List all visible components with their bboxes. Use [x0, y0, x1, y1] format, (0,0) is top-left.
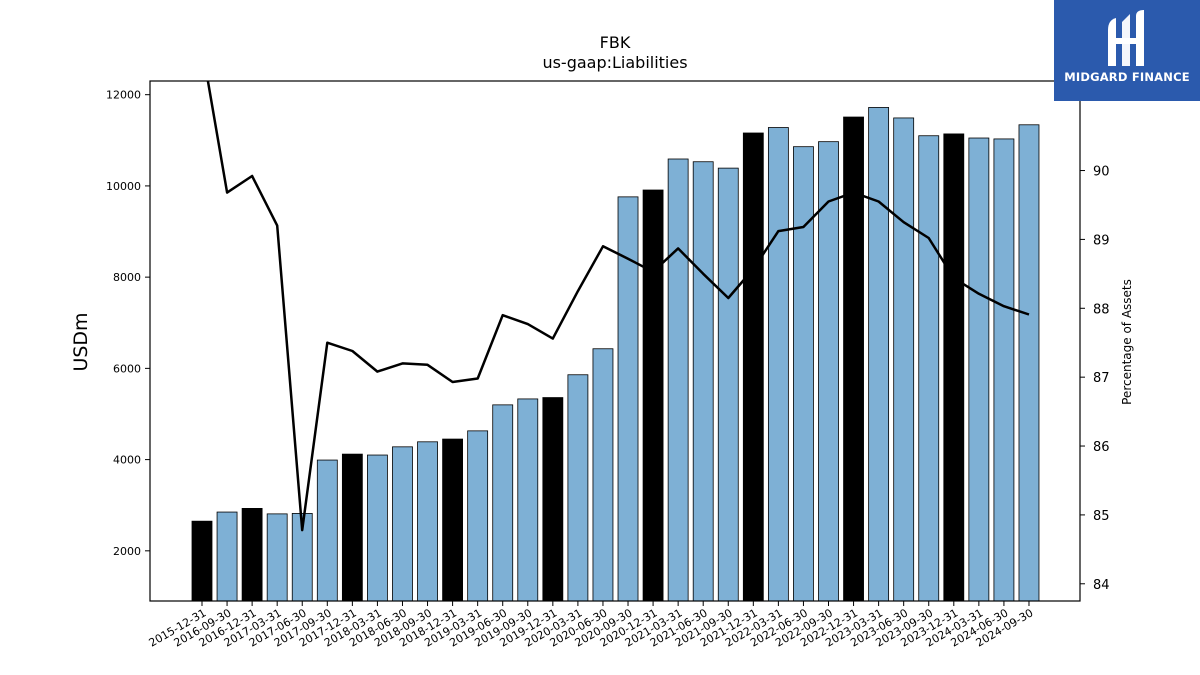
bar — [818, 141, 839, 602]
bar — [717, 167, 739, 602]
bar — [667, 158, 689, 602]
bar — [642, 189, 664, 602]
y2-tick-label: 89 — [1093, 233, 1110, 248]
bar — [216, 511, 238, 602]
bar — [943, 133, 965, 602]
bar — [442, 438, 464, 602]
y-tick-label: 2000 — [113, 545, 141, 558]
bar — [868, 107, 890, 602]
bar — [492, 404, 514, 602]
plot-frame — [149, 80, 1081, 602]
bar — [392, 446, 413, 602]
bar — [993, 138, 1015, 602]
y2-tick-label: 86 — [1093, 440, 1110, 455]
y-tick-label: 8000 — [113, 271, 141, 284]
bar — [793, 146, 814, 602]
logo-text: MIDGARD FINANCE — [1064, 70, 1190, 84]
pct-line — [206, 81, 1030, 532]
brand-logo: MIDGARD FINANCE — [1054, 0, 1200, 101]
y-tick-label: 10000 — [106, 180, 141, 193]
chart-subtitle: us-gaap:Liabilities — [542, 53, 687, 72]
bar — [467, 430, 489, 602]
bar — [316, 459, 338, 602]
bar — [241, 508, 263, 602]
logo-mark-icon — [1108, 10, 1144, 66]
y2-tick-label: 85 — [1093, 509, 1110, 524]
bar — [742, 132, 764, 602]
bar-series — [191, 107, 1040, 602]
bar — [592, 348, 614, 602]
bar — [692, 161, 714, 602]
bar — [517, 398, 539, 602]
bar — [266, 513, 288, 602]
y-tick-label: 12000 — [106, 89, 141, 102]
bar — [968, 137, 990, 602]
y2-tick-label: 90 — [1093, 165, 1110, 180]
bar — [893, 117, 915, 602]
bar — [918, 135, 940, 602]
bar — [191, 520, 213, 602]
chart-title: FBK — [600, 33, 631, 52]
bar — [341, 453, 363, 602]
line-series — [206, 81, 1030, 532]
y-tick-label: 6000 — [113, 362, 141, 375]
y2-tick-label: 84 — [1093, 578, 1110, 593]
bar — [567, 374, 589, 602]
y2-axis-label: Percentage of Assets — [1120, 279, 1134, 405]
bar — [1018, 124, 1040, 602]
bar — [843, 116, 864, 602]
bar — [542, 397, 564, 602]
bar — [767, 127, 789, 602]
bar — [417, 441, 438, 602]
y2-tick-label: 88 — [1093, 302, 1110, 317]
y-tick-label: 4000 — [113, 454, 141, 467]
y2-tick-label: 87 — [1093, 371, 1110, 386]
bar — [367, 454, 388, 602]
y-axis-label: USDm — [70, 312, 92, 371]
